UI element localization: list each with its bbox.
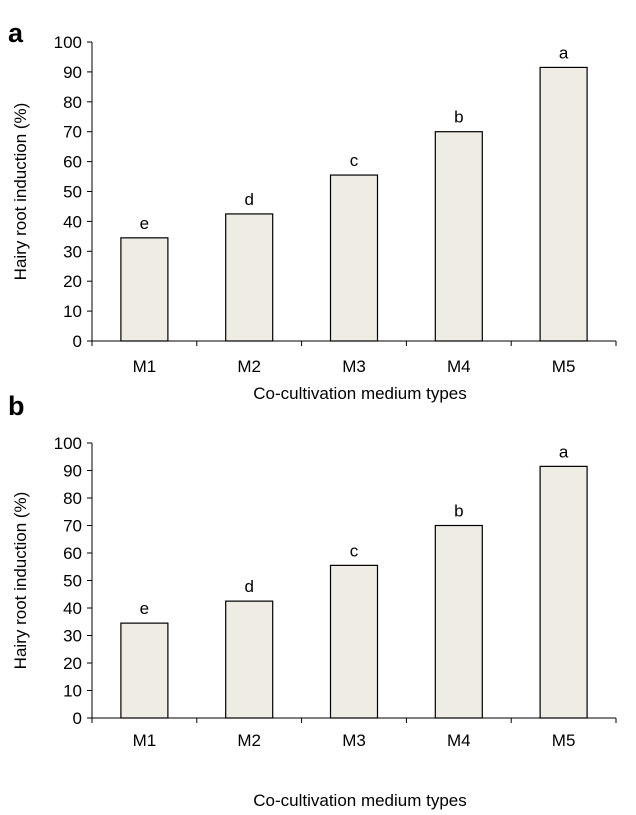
bar-significance-label: c xyxy=(350,151,359,170)
x-tick-label: M5 xyxy=(552,357,576,376)
y-tick-label: 70 xyxy=(63,123,82,142)
y-tick-label: 20 xyxy=(63,272,82,291)
chart-panel-a: a 0 10 20 30 40 50 60 70 80 90 100 e M1 d M2 c M3 b M4 a M5 C… xyxy=(0,0,636,405)
bar-m5 xyxy=(539,465,588,719)
y-axis-title: Hairy root induction (%) xyxy=(11,103,30,281)
y-tick-label: 30 xyxy=(63,627,82,646)
x-tick-label: M2 xyxy=(237,357,261,376)
y-tick-label: 0 xyxy=(73,709,82,728)
y-tick-label: 40 xyxy=(63,599,82,618)
x-axis-title: Co-cultivation medium types xyxy=(253,384,467,403)
y-tick-label: 100 xyxy=(54,434,82,453)
x-tick-label: M4 xyxy=(447,731,471,750)
y-tick-label: 70 xyxy=(63,517,82,536)
bar-significance-label: e xyxy=(140,214,149,233)
chart-panel-b: b 0 10 20 30 40 50 60 70 80 90 100 e M1 d M2 c M3 b M4 a M5 C… xyxy=(0,391,636,810)
bar-significance-label: d xyxy=(244,577,253,596)
bar-m4 xyxy=(434,131,483,342)
bar-m3 xyxy=(329,174,379,342)
bar-chart-a: 0 10 20 30 40 50 60 70 80 90 100 e M1 d M2 c M3 b M4 a M5 Co-… xyxy=(11,33,617,403)
panel-letter: b xyxy=(8,391,25,421)
x-tick-label: M4 xyxy=(447,357,471,376)
bar-chart-b: 0 10 20 30 40 50 60 70 80 90 100 e M1 d M2 c M3 b M4 a M5 Co-… xyxy=(11,434,617,810)
bar-m2 xyxy=(225,600,274,719)
y-tick-label: 10 xyxy=(63,302,82,321)
bar-significance-label: b xyxy=(454,502,463,521)
panel-letter: a xyxy=(8,18,24,48)
y-tick-label: 30 xyxy=(63,242,82,261)
bar-significance-label: a xyxy=(559,442,569,461)
y-tick-label: 90 xyxy=(63,462,82,481)
y-tick-label: 10 xyxy=(63,682,82,701)
bar-m1 xyxy=(120,237,169,342)
bar-significance-label: d xyxy=(244,190,253,209)
y-tick-label: 60 xyxy=(63,153,82,172)
bar-significance-label: b xyxy=(454,108,463,127)
y-tick-label: 50 xyxy=(63,183,82,202)
x-tick-label: M1 xyxy=(133,357,157,376)
x-tick-label: M1 xyxy=(133,731,157,750)
x-axis-title: Co-cultivation medium types xyxy=(253,791,467,810)
y-tick-label: 40 xyxy=(63,212,82,231)
x-tick-label: M5 xyxy=(552,731,576,750)
y-tick-label: 20 xyxy=(63,654,82,673)
x-tick-label: M3 xyxy=(342,357,366,376)
y-tick-label: 100 xyxy=(54,33,82,52)
y-tick-label: 80 xyxy=(63,489,82,508)
y-tick-label: 50 xyxy=(63,572,82,591)
bar-significance-label: e xyxy=(140,599,149,618)
bar-significance-label: c xyxy=(350,541,359,560)
bar-m5 xyxy=(539,66,588,342)
x-tick-label: M2 xyxy=(237,731,261,750)
bar-m1 xyxy=(120,622,169,719)
bar-m4 xyxy=(434,524,483,719)
bar-m2 xyxy=(225,213,274,342)
y-axis-title: Hairy root induction (%) xyxy=(11,492,30,670)
bar-m3 xyxy=(329,564,379,719)
y-tick-label: 90 xyxy=(63,63,82,82)
y-tick-label: 80 xyxy=(63,93,82,112)
y-tick-label: 0 xyxy=(73,332,82,351)
x-tick-label: M3 xyxy=(342,731,366,750)
bar-significance-label: a xyxy=(559,43,569,62)
y-tick-label: 60 xyxy=(63,544,82,563)
